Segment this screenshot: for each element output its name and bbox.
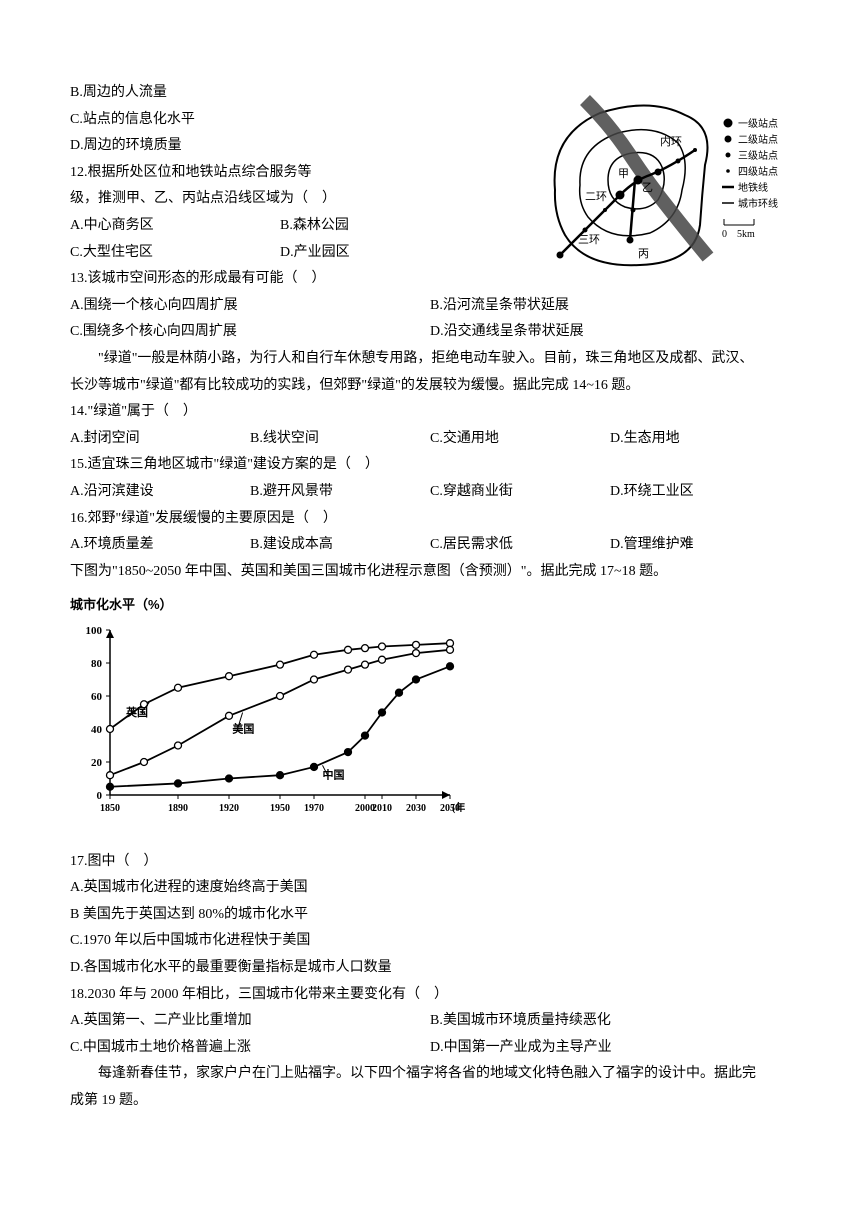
passage-fu-2: 成第 19 题。 xyxy=(70,1088,790,1115)
q15-stem: 15.适宜珠三角地区城市"绿道"建设方案的是（ ） xyxy=(70,452,790,479)
passage-urban: 下图为"1850~2050 年中国、英国和美国三国城市化进程示意图（含预测）"。… xyxy=(70,559,790,586)
q14-opt-d: D.生态用地 xyxy=(610,426,790,453)
q17-opt-a: A.英国城市化进程的速度始终高于美国 xyxy=(70,875,790,902)
q11-opt-d: D.周边的环境质量 xyxy=(70,133,490,160)
q11-opt-b: B.周边的人流量 xyxy=(70,80,490,107)
q12-options-1: A.中心商务区 B.森林公园 xyxy=(70,213,490,240)
svg-text:中国: 中国 xyxy=(323,767,345,781)
q12-opt-a: A.中心商务区 xyxy=(70,213,280,240)
svg-text:20: 20 xyxy=(91,757,103,769)
q13-opt-a: A.围绕一个核心向四周扩展 xyxy=(70,293,430,320)
q18-stem: 18.2030 年与 2000 年相比，三国城市化带来主要变化有（ ） xyxy=(70,982,790,1009)
svg-text:美国: 美国 xyxy=(232,721,254,735)
label-bing: 丙 xyxy=(638,248,649,260)
svg-text:1920: 1920 xyxy=(219,803,239,814)
map-scale: 0 5km xyxy=(722,229,755,240)
q18-opt-d: D.中国第一产业成为主导产业 xyxy=(430,1035,790,1062)
q16-opt-c: C.居民需求低 xyxy=(430,532,610,559)
q14-opt-b: B.线状空间 xyxy=(250,426,430,453)
svg-text:60: 60 xyxy=(91,691,103,703)
q14-opt-a: A.封闭空间 xyxy=(70,426,250,453)
legend-metro: 地铁线 xyxy=(738,181,768,194)
q14-options: A.封闭空间 B.线状空间 C.交通用地 D.生态用地 xyxy=(70,426,790,453)
svg-text:英国: 英国 xyxy=(125,705,148,719)
q17-opt-b: B 美国先于英国达到 80%的城市化水平 xyxy=(70,902,790,929)
q15-opt-c: C.穿越商业街 xyxy=(430,479,610,506)
q13-opt-d: D.沿交通线呈条带状延展 xyxy=(430,319,790,346)
passage-fu-1: 每逢新春佳节，家家户户在门上贴福字。以下四个福字将各省的地域文化特色融入了福字的… xyxy=(70,1061,790,1088)
svg-text:40: 40 xyxy=(91,724,103,736)
q14-stem: 14."绿道"属于（ ） xyxy=(70,399,790,426)
q15-opt-b: B.避开风景带 xyxy=(250,479,430,506)
label-second: 二环 xyxy=(585,191,607,203)
q16-stem: 16.郊野"绿道"发展缓慢的主要原因是（ ） xyxy=(70,506,790,533)
q16-options: A.环境质量差 B.建设成本高 C.居民需求低 D.管理维护难 xyxy=(70,532,790,559)
chart-title: 城市化水平（%） xyxy=(70,593,465,618)
q18-options-1: A.英国第一、二产业比重增加 B.美国城市环境质量持续恶化 xyxy=(70,1008,790,1035)
svg-text:1890: 1890 xyxy=(168,803,188,814)
q12-stem-2: 级，推测甲、乙、丙站点沿线区域为（ ） xyxy=(70,186,490,213)
svg-text:0: 0 xyxy=(97,790,103,802)
q16-opt-a: A.环境质量差 xyxy=(70,532,250,559)
label-yi: 乙 xyxy=(642,181,653,194)
q12-opt-b: B.森林公园 xyxy=(280,213,490,240)
city-map-svg: 内环 甲 乙 二环 三环 丙 一级站点 二级站点 三级站点 四级站点 地铁线 城… xyxy=(530,85,790,285)
passage-greenway-1: "绿道"一般是林荫小路，为行人和自行车休憩专用路，拒绝电动车驶入。目前，珠三角地… xyxy=(70,346,790,373)
q12-options-2: C.大型住宅区 D.产业园区 xyxy=(70,240,490,267)
q18-opt-b: B.美国城市环境质量持续恶化 xyxy=(430,1008,790,1035)
q13-options-1: A.围绕一个核心向四周扩展 B.沿河流呈条带状延展 xyxy=(70,293,790,320)
map-figure: 内环 甲 乙 二环 三环 丙 一级站点 二级站点 三级站点 四级站点 地铁线 城… xyxy=(530,85,790,296)
label-jia: 甲 xyxy=(618,168,629,180)
q18-opt-a: A.英国第一、二产业比重增加 xyxy=(70,1008,430,1035)
q17-opt-d: D.各国城市化水平的最重要衡量指标是城市人口数量 xyxy=(70,955,790,982)
q18-options-2: C.中国城市土地价格普遍上涨 D.中国第一产业成为主导产业 xyxy=(70,1035,790,1062)
svg-text:1950: 1950 xyxy=(270,803,290,814)
q12-opt-d: D.产业园区 xyxy=(280,240,490,267)
q12-opt-c: C.大型住宅区 xyxy=(70,240,280,267)
svg-text:80: 80 xyxy=(91,658,103,670)
svg-text:2010: 2010 xyxy=(372,803,392,814)
q18-opt-c: C.中国城市土地价格普遍上涨 xyxy=(70,1035,430,1062)
q15-opt-a: A.沿河滨建设 xyxy=(70,479,250,506)
legend-l3: 三级站点 xyxy=(738,149,778,162)
q17-opt-c: C.1970 年以后中国城市化进程快于美国 xyxy=(70,928,790,955)
chart-svg: 0204060801001850189019201950197020002010… xyxy=(70,620,465,830)
q16-opt-d: D.管理维护难 xyxy=(610,532,790,559)
q14-opt-c: C.交通用地 xyxy=(430,426,610,453)
q13-opt-b: B.沿河流呈条带状延展 xyxy=(430,293,790,320)
q15-opt-d: D.环绕工业区 xyxy=(610,479,790,506)
svg-text:1850: 1850 xyxy=(100,803,120,814)
svg-text:1970: 1970 xyxy=(304,803,324,814)
svg-text:100: 100 xyxy=(86,625,103,637)
legend-l1: 一级站点 xyxy=(738,117,778,130)
q13-options-2: C.围绕多个核心向四周扩展 D.沿交通线呈条带状延展 xyxy=(70,319,790,346)
svg-text:2030: 2030 xyxy=(406,803,426,814)
q13-opt-c: C.围绕多个核心向四周扩展 xyxy=(70,319,430,346)
passage-greenway-2: 长沙等城市"绿道"都有比较成功的实践，但郊野"绿道"的发展较为缓慢。据此完成 1… xyxy=(70,373,790,400)
q16-opt-b: B.建设成本高 xyxy=(250,532,430,559)
svg-text:(年): (年) xyxy=(452,801,465,814)
label-third: 三环 xyxy=(578,234,600,246)
urbanization-chart: 城市化水平（%） 0 20 40 60 80 100 1850 1890 1920 1950 197… xyxy=(70,593,465,840)
q17-stem: 17.图中（ ） xyxy=(70,849,790,876)
label-inner: 内环 xyxy=(660,134,682,148)
legend-ring: 城市环线 xyxy=(738,197,778,210)
q15-options: A.沿河滨建设 B.避开风景带 C.穿越商业街 D.环绕工业区 xyxy=(70,479,790,506)
legend-l4: 四级站点 xyxy=(738,165,778,178)
q12-stem-1: 12.根据所处区位和地铁站点综合服务等 xyxy=(70,160,490,187)
q11-opt-c: C.站点的信息化水平 xyxy=(70,107,490,134)
legend-l2: 二级站点 xyxy=(738,133,778,146)
